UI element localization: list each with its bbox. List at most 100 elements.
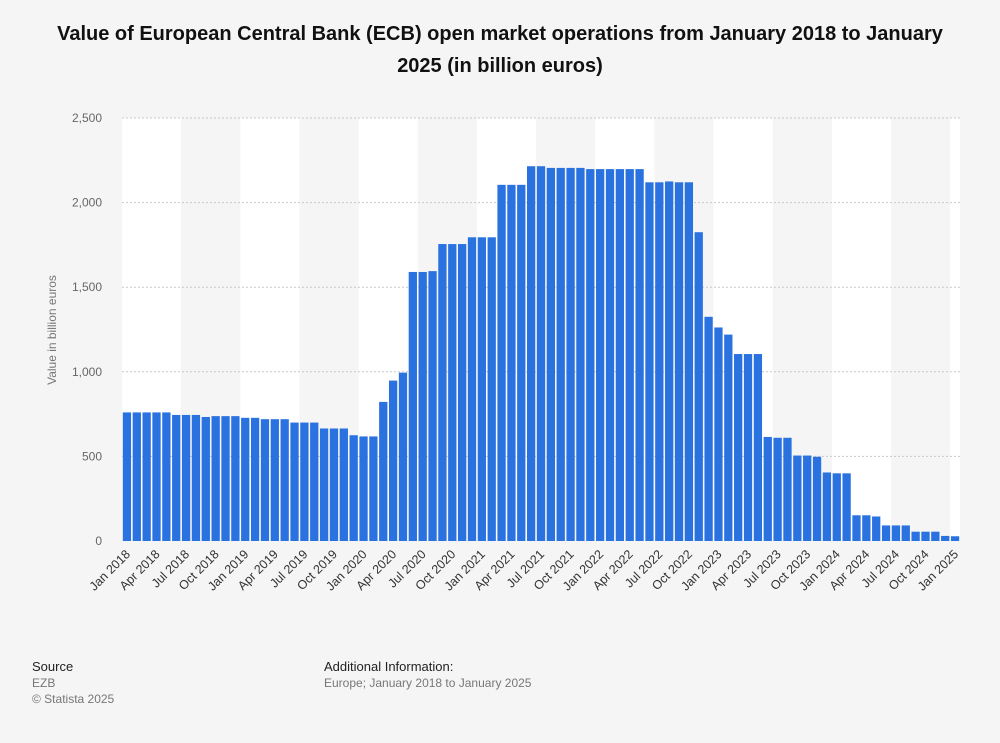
bar[interactable] bbox=[527, 166, 536, 541]
bar[interactable] bbox=[359, 436, 368, 541]
bar[interactable] bbox=[684, 182, 694, 542]
bar[interactable] bbox=[369, 436, 378, 541]
bar[interactable] bbox=[329, 428, 339, 541]
bar[interactable] bbox=[132, 412, 141, 541]
bar[interactable] bbox=[793, 455, 802, 541]
bar[interactable] bbox=[290, 422, 299, 541]
bar[interactable] bbox=[349, 435, 358, 541]
bar[interactable] bbox=[694, 232, 703, 541]
y-tick-label: 1,500 bbox=[72, 280, 102, 294]
bar[interactable] bbox=[221, 416, 230, 541]
bar[interactable] bbox=[704, 316, 713, 541]
bar[interactable] bbox=[122, 412, 132, 541]
bar[interactable] bbox=[428, 271, 437, 541]
bar[interactable] bbox=[408, 271, 417, 541]
bar[interactable] bbox=[457, 244, 467, 542]
bar[interactable] bbox=[270, 419, 279, 541]
bar[interactable] bbox=[724, 334, 733, 541]
bar[interactable] bbox=[931, 531, 940, 541]
y-tick-label: 0 bbox=[95, 534, 102, 548]
bar[interactable] bbox=[674, 182, 684, 542]
background-band bbox=[831, 118, 891, 541]
bar[interactable] bbox=[467, 237, 477, 542]
bar[interactable] bbox=[152, 412, 161, 541]
bar[interactable] bbox=[142, 412, 151, 541]
copyright: © Statista 2025 bbox=[32, 692, 115, 706]
bar[interactable] bbox=[605, 169, 615, 541]
bar[interactable] bbox=[507, 184, 516, 541]
bar[interactable] bbox=[625, 169, 634, 541]
bar[interactable] bbox=[497, 184, 506, 541]
bar[interactable] bbox=[734, 354, 743, 541]
chart-title: Value of European Central Bank (ECB) ope… bbox=[57, 23, 943, 77]
bar[interactable] bbox=[950, 536, 960, 541]
source-block: Source EZB © Statista 2025 bbox=[32, 658, 114, 707]
background-band bbox=[240, 118, 300, 541]
bar[interactable] bbox=[211, 416, 220, 541]
bar[interactable] bbox=[201, 416, 210, 541]
bar[interactable] bbox=[812, 456, 822, 541]
bar[interactable] bbox=[556, 167, 565, 541]
bar[interactable] bbox=[181, 414, 191, 541]
bar[interactable] bbox=[398, 372, 408, 541]
bar[interactable] bbox=[872, 516, 881, 541]
y-tick-label: 2,000 bbox=[72, 196, 102, 210]
bar[interactable] bbox=[191, 414, 201, 541]
bar[interactable] bbox=[438, 244, 447, 542]
bar[interactable] bbox=[941, 535, 950, 541]
bar[interactable] bbox=[842, 473, 851, 541]
bar[interactable] bbox=[319, 428, 329, 541]
bar[interactable] bbox=[714, 327, 723, 541]
bar[interactable] bbox=[280, 419, 289, 541]
bar[interactable] bbox=[891, 525, 901, 541]
bar[interactable] bbox=[645, 182, 654, 542]
bar[interactable] bbox=[901, 525, 910, 541]
bar[interactable] bbox=[536, 166, 546, 541]
background-band bbox=[476, 118, 537, 541]
bar[interactable] bbox=[832, 473, 841, 541]
bar[interactable] bbox=[231, 416, 240, 541]
bar[interactable] bbox=[852, 515, 861, 541]
bar[interactable] bbox=[586, 169, 595, 541]
bar[interactable] bbox=[753, 354, 763, 541]
bar[interactable] bbox=[388, 380, 398, 541]
bar[interactable] bbox=[881, 525, 891, 541]
bar[interactable] bbox=[763, 436, 772, 541]
bar[interactable] bbox=[615, 169, 625, 541]
bar[interactable] bbox=[487, 237, 496, 542]
background-band bbox=[122, 118, 182, 541]
bar[interactable] bbox=[418, 271, 427, 541]
bar[interactable] bbox=[911, 531, 920, 541]
bar[interactable] bbox=[773, 437, 782, 541]
bar[interactable] bbox=[576, 167, 585, 541]
bar[interactable] bbox=[921, 531, 930, 541]
bar[interactable] bbox=[743, 354, 753, 541]
source-name: EZB bbox=[32, 676, 56, 690]
bar[interactable] bbox=[250, 417, 260, 541]
bar[interactable] bbox=[379, 401, 388, 541]
y-tick-label: 1,000 bbox=[72, 365, 102, 379]
bar[interactable] bbox=[783, 437, 792, 541]
bar[interactable] bbox=[162, 412, 171, 541]
background-band bbox=[595, 118, 655, 541]
bar[interactable] bbox=[172, 414, 181, 541]
bar[interactable] bbox=[546, 167, 555, 541]
bar[interactable] bbox=[596, 169, 605, 541]
bar[interactable] bbox=[448, 244, 457, 542]
bar[interactable] bbox=[655, 182, 664, 542]
bar[interactable] bbox=[822, 472, 832, 541]
bar[interactable] bbox=[339, 428, 348, 541]
bar[interactable] bbox=[310, 422, 319, 541]
bar[interactable] bbox=[635, 169, 644, 541]
bar[interactable] bbox=[517, 184, 526, 541]
bar[interactable] bbox=[665, 181, 674, 541]
bar[interactable] bbox=[260, 419, 270, 541]
bar[interactable] bbox=[803, 455, 812, 541]
background-band bbox=[713, 118, 773, 541]
bar[interactable] bbox=[862, 515, 871, 541]
bar[interactable] bbox=[300, 422, 309, 541]
bar[interactable] bbox=[477, 237, 486, 542]
bar[interactable] bbox=[241, 417, 250, 541]
bar[interactable] bbox=[566, 167, 575, 541]
